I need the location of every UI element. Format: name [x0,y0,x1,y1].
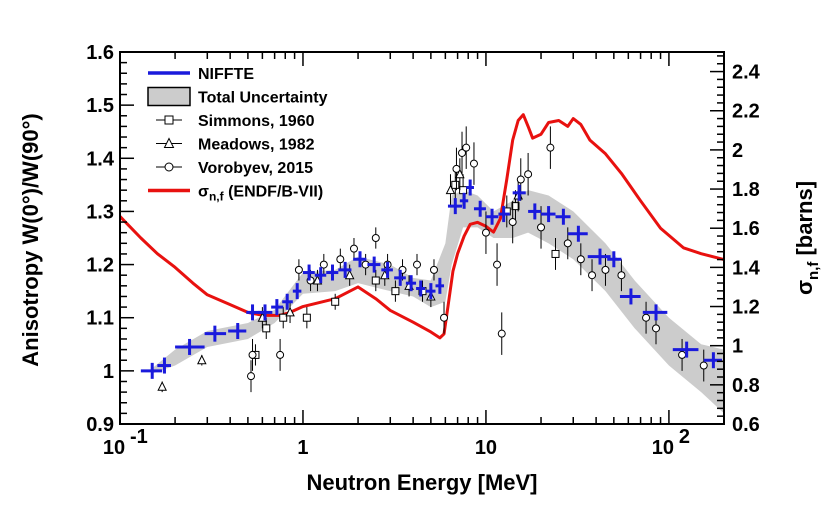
vorobyev-point [371,234,380,242]
vorobyev-point [563,239,572,248]
y-tick-label: 1.1 [86,308,114,330]
vorobyev-point [508,218,517,227]
vorobyev-point [462,143,471,152]
vorobyev-point [699,361,708,370]
meadows-point [344,269,355,280]
x-axis-title: Neutron Energy [MeV] [306,470,537,495]
plot-frame [119,51,725,425]
vorobyev-point [336,255,345,264]
vorobyev-point [537,223,546,232]
vorobyev-point [458,148,467,157]
vorobyev-point [481,228,490,237]
vorobyev-point [678,350,687,359]
legend-meadows-swatch [163,137,175,148]
x-tick-label-exponent: -1 [130,426,148,448]
legend-vorobyev-swatch [164,162,174,172]
y-tick-label: 1.5 [86,95,114,117]
x-tick-label: 10 [103,437,125,459]
meadows-point [285,306,295,317]
y2-tick-label: 2.4 [732,62,761,84]
tick-layer: 10 -1 1 10 10 20.911.11.21.31.41.51.60.60.811… [86,42,760,459]
simmons-point [451,180,460,189]
meadows-point [445,184,456,195]
y2-tick-label: 0.8 [732,375,760,397]
vorobyev-point [576,255,585,264]
vorobyev-point [413,260,422,269]
legend-label-simmons: Simmons, 1960 [198,113,315,130]
y-axis-title: Anisotropy W(0°)/W(90°) [18,113,43,366]
vorobyev-point [452,164,461,173]
y2-tick-label: 1.2 [732,297,760,319]
vorobyev-point [642,313,651,322]
vorobyev-point [601,265,610,274]
simmons-point [391,287,400,296]
y2-tick-label: 0.6 [732,414,760,436]
simmons-point [262,324,271,333]
x-tick-label: 10 [475,437,497,459]
legend-label-meadows: Meadows, 1982 [198,137,315,154]
meadows-point [157,381,167,391]
vorobyev-point [497,329,506,338]
y-tick-label: 1.6 [86,42,114,64]
y2-tick-label: 2.2 [732,101,760,123]
vorobyev-point [248,350,257,359]
y2-tick-label: 1.6 [732,218,760,240]
legend-label-vorobyev: Vorobyev, 2015 [198,160,313,177]
legend-endf-subscript: n,f [209,190,225,204]
vorobyev-point [440,313,449,322]
simmons-point [371,276,380,285]
simmons-point [279,313,288,322]
legend-endf-symbol: σ [198,184,209,201]
simmons-point [551,249,560,258]
uncertainty-band-layer [152,190,725,414]
legend-label-niffte: NIFFTE [198,66,254,83]
x-tick-label: 10 [652,437,674,459]
meadows-point [197,354,207,365]
y2-tick-label: 1 [732,336,743,358]
vorobyev-point [247,372,256,381]
x-tick-label: 1 [297,437,308,459]
vorobyev-point [516,175,525,184]
vorobyev-point [469,159,478,168]
vorobyev-point [276,350,285,359]
y-tick-label: 0.9 [86,414,114,436]
simmons-point [511,202,520,211]
y2-tick-label: 1.8 [732,179,760,201]
vorobyev-point [546,143,555,152]
legend: NIFFTE Total Uncertainty Simmons, 1960 Mead… [147,66,328,204]
y-tick-label: 1 [103,361,114,383]
simmons-point [331,297,340,306]
y-tick-label: 1.3 [86,201,114,223]
vorobyev-point [294,265,303,274]
simmons-point [459,186,468,195]
legend-band-swatch [147,86,191,107]
vorobyev-point [524,170,533,179]
y2-axis-title: σn,f [barns] [792,181,822,295]
vorobyev-point [617,271,626,280]
vorobyev-point [652,324,661,333]
vorobyev-point [493,260,502,269]
y-tick-label: 1.4 [86,148,115,170]
y2-axis-title-symbol: σ [792,280,817,295]
vorobyev-layer [247,126,708,393]
y2-axis-title-subscript: n,f [805,261,822,280]
legend-simmons-swatch [164,115,174,125]
uncertainty-band [152,190,725,414]
niffte-layer [140,179,722,379]
legend-label-endf: σn,f (ENDF/B-VII) [198,184,323,204]
y2-tick-label: 2 [732,140,743,162]
x-tick-label-exponent: 2 [679,426,690,448]
y-tick-label: 1.2 [86,255,114,277]
vorobyev-point [319,260,328,269]
simmons-point [302,313,311,322]
y2-tick-label: 1.4 [732,257,761,279]
vorobyev-point [588,271,597,280]
y2-axis-title-units: [barns] [792,181,817,262]
legend-endf-rest: (ENDF/B-VII) [224,184,324,201]
vorobyev-point [349,244,358,253]
legend-label-band: Total Uncertainty [198,90,328,107]
vorobyev-point [429,265,438,274]
